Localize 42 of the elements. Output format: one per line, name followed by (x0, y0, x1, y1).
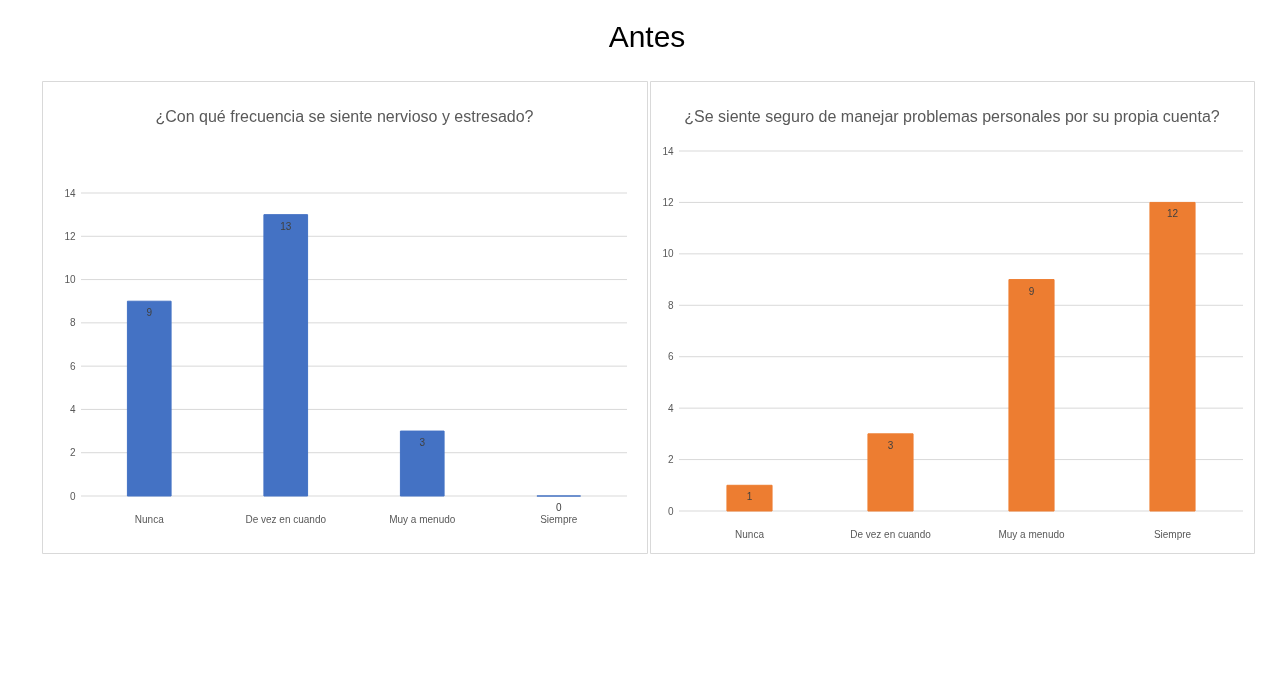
x-tick-label: De vez en cuando (850, 528, 932, 540)
y-tick-label: 8 (667, 299, 674, 311)
x-tick-label: Muy a menudo (389, 513, 456, 525)
y-tick-label: 0 (667, 505, 674, 517)
y-tick-label: 6 (667, 351, 674, 363)
x-tick-label: Nunca (735, 528, 765, 540)
y-tick-label: 2 (667, 454, 674, 466)
x-tick-label: Siempre (1153, 528, 1192, 540)
data-label: 9 (1028, 285, 1035, 297)
bar (263, 214, 309, 497)
y-tick-label: 8 (69, 317, 76, 329)
y-tick-label: 12 (662, 196, 674, 208)
y-tick-label: 2 (69, 447, 76, 459)
x-tick-label: Muy a menudo (998, 528, 1066, 540)
data-label: 9 (146, 307, 153, 319)
y-tick-label: 12 (64, 230, 76, 242)
bar (867, 433, 914, 512)
data-label: 13 (280, 220, 292, 232)
text: Antes (608, 20, 686, 53)
y-tick-label: 14 (662, 145, 674, 157)
x-tick-label: Siempre (540, 513, 578, 525)
x-tick-label: Nunca (134, 513, 165, 525)
bar (1149, 201, 1196, 512)
y-tick-label: 4 (667, 402, 674, 414)
data-label: 12 (1166, 208, 1179, 220)
bar (126, 300, 172, 497)
x-tick-label: De vez en cuando (245, 513, 327, 525)
y-tick-label: 14 (64, 187, 76, 199)
y-tick-label: 4 (69, 403, 76, 415)
data-label: 0 (555, 502, 562, 513)
chart-title: ¿Con qué frecuencia se siente nervioso y estresado? (155, 108, 534, 125)
data-label: 1 (746, 491, 753, 503)
chart-title: ¿Se siente seguro de manejar problemas personales por su propia cuenta? (684, 108, 1220, 125)
data-label: 3 (419, 437, 426, 449)
data-label: 3 (887, 439, 894, 451)
y-tick-label: 6 (69, 360, 76, 372)
y-tick-label: 10 (64, 274, 76, 286)
bar (1008, 279, 1055, 512)
bar (399, 430, 445, 497)
bar (726, 484, 773, 512)
y-tick-label: 0 (69, 490, 76, 502)
y-tick-label: 10 (662, 248, 674, 260)
